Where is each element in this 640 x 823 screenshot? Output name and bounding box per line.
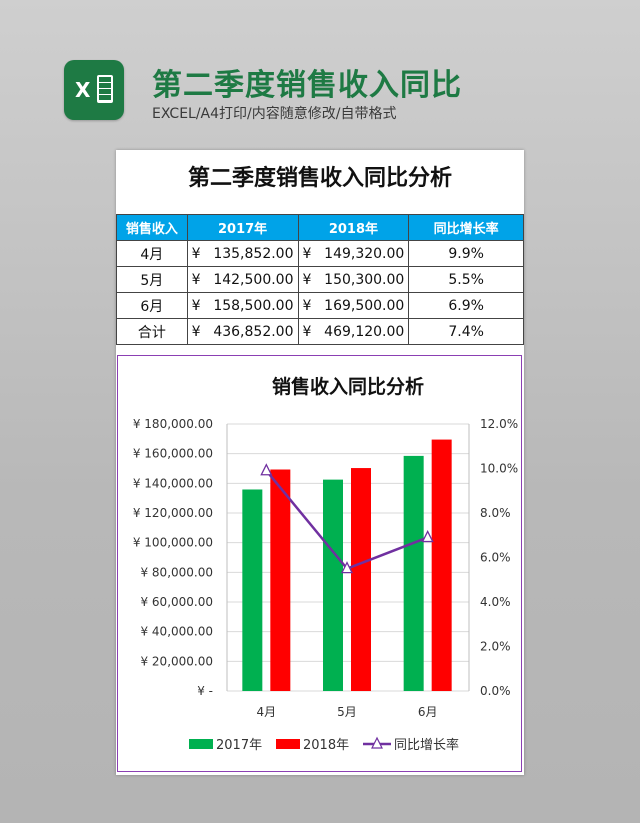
currency-symbol: ¥ — [302, 245, 312, 262]
y2-tick-label: 6.0% — [480, 551, 511, 565]
excel-icon: X — [64, 60, 124, 120]
spreadsheet-grid-icon — [97, 75, 113, 103]
logo-letter: X — [75, 78, 91, 102]
page-subtitle: EXCEL/A4打印/内容随意修改/自带格式 — [152, 106, 397, 122]
y-tick-label: ¥ 160,000.00 — [133, 447, 213, 461]
cell-2017: ¥436,852.00 — [186, 318, 299, 345]
y2-tick-label: 10.0% — [480, 462, 518, 476]
y-tick-label: ¥ 20,000.00 — [140, 654, 213, 668]
legend-label: 2018年 — [303, 738, 349, 753]
y2-tick-label: 2.0% — [480, 640, 511, 654]
chart-title: 销售收入同比分析 — [272, 375, 424, 398]
row-label: 5月 — [116, 266, 188, 293]
row-label: 4月 — [116, 240, 188, 267]
amount: 149,320.00 — [324, 245, 405, 262]
growth-marker — [421, 530, 434, 543]
growth-line — [265, 469, 429, 571]
y-tick-label: ¥ 120,000.00 — [133, 506, 213, 520]
document-preview: 第二季度销售收入同比分析 销售收入 2017年 2018年 同比增长率 4月 ¥… — [116, 150, 524, 775]
cell-growth: 9.9% — [408, 240, 524, 267]
row-label: 合计 — [116, 318, 188, 345]
cell-2018: ¥169,500.00 — [297, 292, 410, 319]
amount: 135,852.00 — [213, 245, 294, 262]
cell-growth: 7.4% — [408, 318, 524, 345]
amount: 169,500.00 — [324, 297, 405, 314]
bar-series1 — [242, 489, 263, 691]
y2-tick-label: 8.0% — [480, 506, 511, 520]
sales-table: 销售收入 2017年 2018年 同比增长率 4月 ¥135,852.00 ¥1… — [116, 214, 524, 345]
y-tick-label: ¥ 60,000.00 — [140, 595, 213, 609]
amount: 142,500.00 — [213, 271, 294, 288]
row-label: 6月 — [116, 292, 188, 319]
header-cell-category: 销售收入 — [116, 214, 188, 241]
cell-growth: 5.5% — [408, 266, 524, 293]
amount: 150,300.00 — [324, 271, 405, 288]
y-tick-label: ¥ 100,000.00 — [133, 536, 213, 550]
table-row: 4月 ¥135,852.00 ¥149,320.00 9.9% — [116, 240, 524, 267]
cell-growth: 6.9% — [408, 292, 524, 319]
cell-2018: ¥150,300.00 — [297, 266, 410, 293]
legend-label: 2017年 — [216, 738, 262, 753]
y-tick-label: ¥ 40,000.00 — [140, 625, 213, 639]
y2-tick-label: 0.0% — [480, 684, 511, 698]
header-cell-2017: 2017年 — [186, 214, 299, 241]
bar-series2 — [431, 439, 452, 691]
bar-series1 — [403, 455, 424, 691]
growth-marker — [340, 561, 354, 574]
currency-symbol: ¥ — [302, 323, 312, 340]
amount: 469,120.00 — [324, 323, 405, 340]
table-row: 6月 ¥158,500.00 ¥169,500.00 6.9% — [116, 292, 524, 319]
x-tick-label: 5月 — [337, 705, 357, 719]
currency-symbol: ¥ — [191, 271, 201, 288]
bar-series1 — [323, 479, 343, 691]
x-tick-label: 6月 — [418, 705, 438, 719]
legend-label: 同比增长率 — [394, 737, 459, 753]
table-header-row: 销售收入 2017年 2018年 同比增长率 — [116, 214, 524, 241]
y-tick-label: ¥ 180,000.00 — [133, 417, 213, 431]
amount: 436,852.00 — [213, 323, 294, 340]
header-cell-growth: 同比增长率 — [408, 214, 524, 241]
legend-marker — [371, 736, 383, 749]
cell-2017: ¥135,852.00 — [186, 240, 299, 267]
growth-marker — [260, 463, 273, 476]
cell-2018: ¥149,320.00 — [297, 240, 410, 267]
y-tick-label: ¥ - — [197, 684, 213, 698]
table-row-total: 合计 ¥436,852.00 ¥469,120.00 7.4% — [116, 318, 524, 345]
y2-tick-label: 12.0% — [480, 417, 518, 431]
sales-comparison-chart: 销售收入同比分析 ¥ - ¥ 20,000.00 ¥ 40,000.00 ¥ 60,00… — [133, 375, 518, 753]
x-tick-label: 4月 — [257, 705, 277, 719]
table-row: 5月 ¥142,500.00 ¥150,300.00 5.5% — [116, 266, 524, 293]
header-cell-2018: 2018年 — [297, 214, 410, 241]
cell-2017: ¥142,500.00 — [186, 266, 299, 293]
legend-swatch — [276, 739, 300, 749]
document-title: 第二季度销售收入同比分析 — [187, 166, 452, 191]
page-title: 第二季度销售收入同比 — [152, 68, 462, 103]
chart-container: 销售收入同比分析 ¥ - ¥ 20,000.00 ¥ 40,000.00 ¥ 60,00… — [117, 355, 522, 772]
y2-tick-label: 4.0% — [480, 595, 511, 609]
bar-series2 — [351, 468, 371, 691]
currency-symbol: ¥ — [191, 323, 201, 340]
y-tick-label: ¥ 80,000.00 — [140, 565, 213, 579]
currency-symbol: ¥ — [302, 271, 312, 288]
amount: 158,500.00 — [213, 297, 294, 314]
cell-2017: ¥158,500.00 — [186, 292, 299, 319]
currency-symbol: ¥ — [191, 297, 201, 314]
cell-2018: ¥469,120.00 — [297, 318, 410, 345]
y-tick-label: ¥ 140,000.00 — [133, 476, 213, 490]
bar-series2 — [270, 469, 291, 691]
legend-swatch — [189, 739, 213, 749]
currency-symbol: ¥ — [302, 297, 312, 314]
currency-symbol: ¥ — [191, 245, 201, 262]
